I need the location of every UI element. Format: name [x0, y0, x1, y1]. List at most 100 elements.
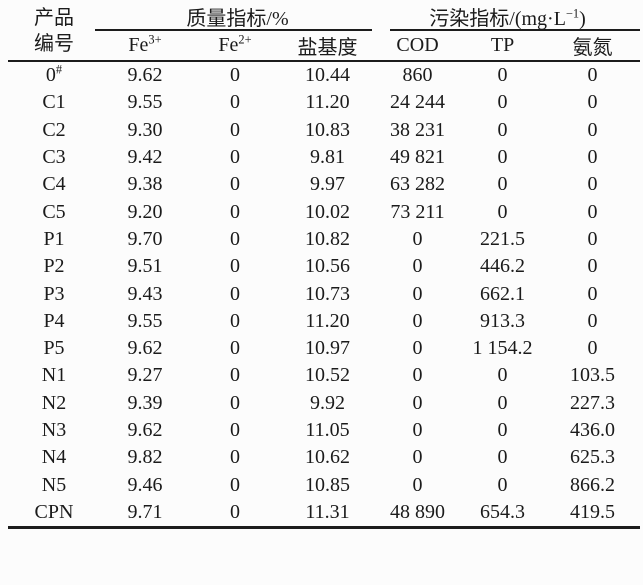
value-cell: 9.42: [127, 146, 163, 169]
value-cell: 24 244: [390, 91, 446, 114]
table-row: C3 9.42 0 9.81 49 821 0 0: [8, 144, 640, 171]
value-cell: 0: [230, 446, 240, 469]
value-cell: 10.56: [305, 255, 351, 278]
value-cell: 0: [230, 64, 240, 87]
value-cell: 9.51: [127, 255, 163, 278]
value-cell: 73 211: [390, 200, 445, 223]
value-cell: 0: [497, 173, 508, 196]
value-cell: 0: [587, 146, 598, 169]
value-cell: 446.2: [480, 255, 526, 278]
value-cell: 0: [230, 337, 240, 360]
value-cell: 9.62: [127, 337, 163, 360]
product-id-cell: C2: [42, 118, 66, 141]
product-id-header: 产品 编号: [8, 2, 100, 62]
table-row: N2 9.39 0 9.92 0 0 227.3: [8, 390, 640, 417]
product-id-cell: N4: [41, 446, 67, 469]
value-cell: 10.73: [305, 282, 351, 305]
product-id-cell: N1: [41, 364, 67, 387]
table-header: 产品 编号 质量指标/% 污染指标/(mg·L−1) Fe3+ Fe2+ 盐基度…: [8, 2, 641, 62]
pollution-group-header: 污染指标/(mg·L−1): [375, 2, 641, 31]
value-cell: 9.55: [127, 309, 163, 332]
value-cell: 9.71: [100, 498, 190, 530]
value-cell: 0: [412, 282, 423, 305]
value-cell: 0: [412, 255, 423, 278]
value-cell: 9.92: [310, 391, 346, 414]
value-cell: 0: [412, 337, 423, 360]
value-cell: 227.3: [570, 391, 616, 414]
value-cell: 860: [402, 64, 433, 87]
product-id-header-line2: 编号: [34, 33, 74, 55]
value-cell: 9.97: [310, 173, 346, 196]
value-cell: 9.43: [127, 282, 163, 305]
table-row: P2 9.51 0 10.56 0 446.2 0: [8, 253, 640, 280]
table-row: P4 9.55 0 11.20 0 913.3 0: [8, 308, 640, 335]
value-cell: 9.20: [127, 200, 163, 223]
value-cell: 0: [412, 391, 423, 414]
value-cell: 0: [497, 118, 508, 141]
product-id-cell: N3: [41, 419, 67, 441]
value-cell: 11.31: [280, 498, 376, 530]
value-cell: 0: [230, 118, 240, 141]
table-row: N1 9.27 0 10.52 0 0 103.5: [8, 362, 640, 389]
product-id-cell: P1: [43, 227, 65, 250]
product-indicators-table: 产品 编号 质量指标/% 污染指标/(mg·L−1) Fe3+ Fe2+ 盐基度…: [8, 2, 641, 530]
value-cell: 0: [497, 391, 508, 414]
product-id-cell: P3: [43, 282, 65, 305]
value-cell: 0: [230, 227, 240, 250]
value-cell: 48 890: [375, 498, 461, 530]
value-cell: 0: [497, 446, 508, 469]
value-cell: 436.0: [570, 419, 616, 441]
value-cell: 866.2: [570, 473, 616, 496]
value-cell: 10.82: [305, 227, 351, 250]
quality-group-label: 质量指标/%: [186, 8, 289, 30]
value-cell: 9.62: [127, 64, 163, 87]
value-cell: 10.97: [305, 337, 351, 360]
value-cell: 10.02: [305, 200, 351, 223]
value-cell: 0: [230, 282, 240, 305]
product-id-cell: N2: [41, 391, 67, 414]
unit-exponent: −1: [565, 6, 580, 21]
value-cell: 10.62: [305, 446, 351, 469]
value-cell: 0: [497, 146, 508, 169]
table-row: N4 9.82 0 10.62 0 0 625.3: [8, 444, 640, 471]
product-id-cell: P5: [43, 337, 65, 360]
table-row: C2 9.30 0 10.83 38 231 0 0: [8, 117, 640, 144]
value-cell: 0: [230, 255, 240, 278]
value-cell: 0: [497, 473, 508, 496]
value-cell: 103.5: [570, 364, 616, 387]
col-header-basicity: 盐基度: [280, 31, 376, 62]
table-row: CPN 9.71 0 11.31 48 890 654.3 419.5: [8, 498, 641, 530]
table-row: P1 9.70 0 10.82 0 221.5 0: [8, 226, 640, 253]
value-cell: 0: [230, 419, 240, 441]
value-cell: 10.85: [305, 473, 351, 496]
col-header-tp: TP: [460, 31, 546, 62]
value-cell: 0: [587, 255, 598, 278]
value-cell: 0: [230, 173, 240, 196]
value-cell: 0: [230, 473, 240, 496]
quality-group-header: 质量指标/%: [94, 2, 375, 31]
value-cell: 0: [230, 364, 240, 387]
value-cell: 9.30: [127, 118, 163, 141]
value-cell: 0: [587, 309, 598, 332]
value-cell: 11.20: [305, 91, 350, 114]
value-cell: 625.3: [570, 446, 616, 469]
value-cell: 9.62: [127, 419, 163, 441]
value-cell: 0: [230, 200, 240, 223]
value-cell: 0: [497, 91, 508, 114]
value-cell: 9.38: [127, 173, 163, 196]
value-cell: 0: [587, 337, 598, 360]
value-cell: 11.20: [305, 309, 350, 332]
value-cell: 0: [587, 173, 598, 196]
table-row: C4 9.38 0 9.97 63 282 0 0: [8, 171, 640, 198]
value-cell: 0: [412, 446, 423, 469]
value-cell: 0: [587, 227, 598, 250]
value-cell: 0: [587, 282, 598, 305]
col-header-fe2plus: Fe2+: [190, 31, 280, 62]
value-cell: 0: [230, 91, 240, 114]
product-id-header-line1: 产品: [34, 7, 74, 29]
table-row: 0# 9.62 0 10.44 860 0 0: [8, 61, 640, 89]
col-header-cod: COD: [375, 31, 461, 62]
table-row: C1 9.55 0 11.20 24 244 0 0: [8, 89, 640, 116]
product-id-cell: C3: [42, 146, 66, 169]
